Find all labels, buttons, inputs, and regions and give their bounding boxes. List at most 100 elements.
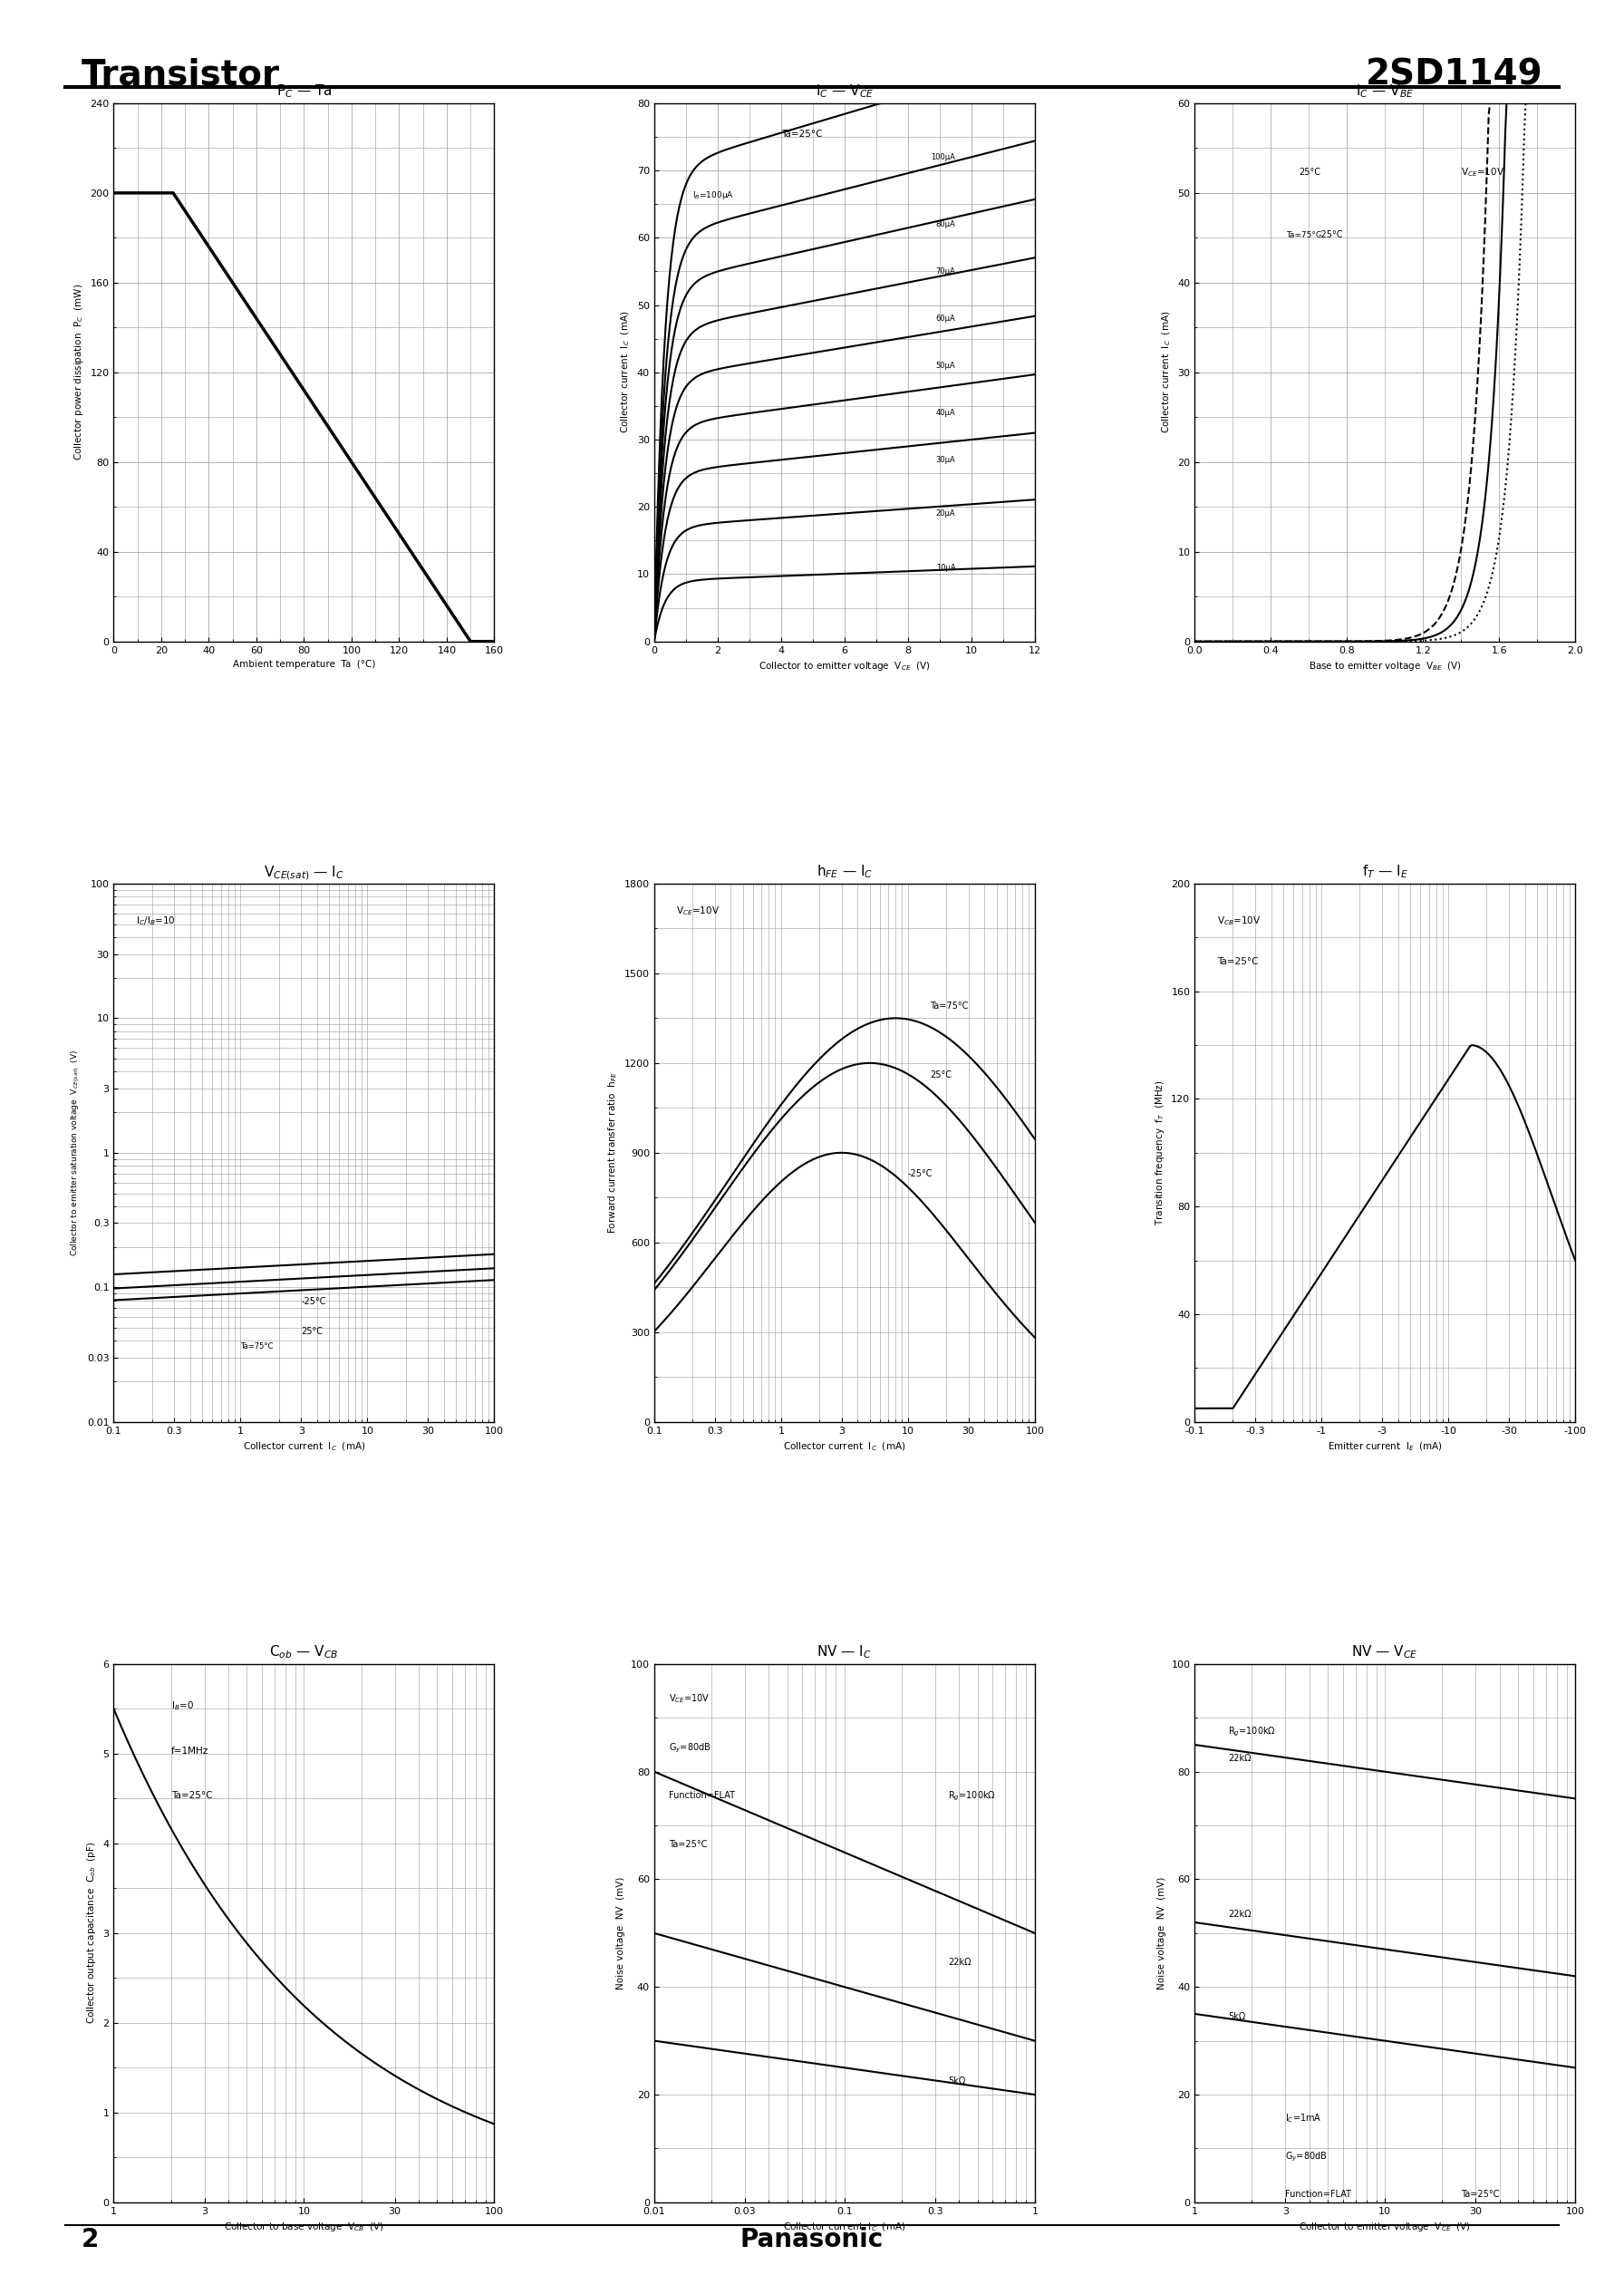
Text: -25°C: -25°C: [1319, 229, 1343, 239]
Y-axis label: Noise voltage  NV  (mV): Noise voltage NV (mV): [1158, 1876, 1166, 1989]
X-axis label: Emitter current  I$_E$  (mA): Emitter current I$_E$ (mA): [1327, 1441, 1442, 1452]
25°C: [1531, 89, 1551, 117]
25°C: [1418, 624, 1437, 651]
Text: Ta=25°C: Ta=25°C: [1216, 957, 1259, 966]
Ta=75°C: [1411, 619, 1431, 647]
-25°C: [1411, 626, 1431, 654]
X-axis label: Collector current  I$_C$  (mA): Collector current I$_C$ (mA): [783, 1441, 906, 1452]
-25°C: [1505, 337, 1525, 365]
X-axis label: Ambient temperature  Ta  (°C): Ambient temperature Ta (°C): [232, 661, 375, 670]
Text: 60μA: 60μA: [935, 314, 955, 323]
Y-axis label: Collector output capacitance  C$_{ob}$  (pF): Collector output capacitance C$_{ob}$ (p…: [84, 1842, 97, 2023]
Text: V$_{CE}$=10V: V$_{CE}$=10V: [677, 904, 719, 918]
Text: V$_{CE}$=10V: V$_{CE}$=10V: [669, 1693, 710, 1704]
Text: I$_C$=1mA: I$_C$=1mA: [1286, 2113, 1322, 2124]
Text: Panasonic: Panasonic: [741, 2227, 883, 2253]
Title: h$_{FE}$ — I$_C$: h$_{FE}$ — I$_C$: [817, 863, 872, 881]
Text: 5kΩ: 5kΩ: [1228, 2012, 1246, 2021]
Text: Ta=25°C: Ta=25°C: [669, 1840, 708, 1849]
-25°C: [1186, 629, 1205, 656]
Title: I$_C$ — V$_{BE}$: I$_C$ — V$_{BE}$: [1356, 83, 1415, 101]
Text: -25°C: -25°C: [300, 1296, 326, 1305]
Text: V$_{CB}$=10V: V$_{CB}$=10V: [1216, 915, 1260, 927]
Text: G$_y$=80dB: G$_y$=80dB: [1286, 2149, 1328, 2163]
Text: 22kΩ: 22kΩ: [948, 1959, 971, 1968]
Y-axis label: Collector current  I$_C$  (mA): Collector current I$_C$ (mA): [1160, 312, 1173, 434]
Title: P$_C$ — Ta: P$_C$ — Ta: [276, 83, 331, 101]
X-axis label: Collector to emitter voltage  V$_{CE}$  (V): Collector to emitter voltage V$_{CE}$ (V…: [758, 661, 931, 672]
Text: 10μA: 10μA: [935, 564, 955, 571]
Text: 22kΩ: 22kΩ: [1228, 1909, 1250, 1918]
Text: 20μA: 20μA: [935, 509, 955, 518]
Text: 50μA: 50μA: [935, 362, 955, 369]
25°C: [1186, 629, 1205, 656]
Y-axis label: Collector current  I$_C$  (mA): Collector current I$_C$ (mA): [620, 312, 632, 434]
Text: 5kΩ: 5kΩ: [948, 2076, 966, 2085]
Y-axis label: Collector to emitter saturation voltage  V$_{CE(sat)}$  (V): Collector to emitter saturation voltage …: [70, 1048, 81, 1257]
-25°C: [1531, 89, 1551, 117]
Text: Function=FLAT: Function=FLAT: [669, 1792, 736, 1801]
Line: Ta=75°C: Ta=75°C: [1195, 103, 1575, 642]
-25°C: [1566, 89, 1585, 117]
X-axis label: Collector to base voltage  V$_{CB}$  (V): Collector to base voltage V$_{CB}$ (V): [224, 2221, 385, 2234]
Line: 25°C: 25°C: [1195, 103, 1575, 642]
X-axis label: Collector current  I$_C$  (mA): Collector current I$_C$ (mA): [783, 2221, 906, 2232]
Ta=75°C: [1507, 89, 1527, 117]
Title: I$_C$ — V$_{CE}$: I$_C$ — V$_{CE}$: [815, 83, 874, 101]
Ta=75°C: [1186, 629, 1205, 656]
Text: Ta=25°C: Ta=25°C: [1460, 2188, 1499, 2198]
Title: NV — I$_C$: NV — I$_C$: [817, 1645, 872, 1661]
25°C: [1186, 629, 1205, 656]
Text: Ta=75°C: Ta=75°C: [931, 1002, 968, 1012]
Text: G$_y$=80dB: G$_y$=80dB: [669, 1741, 711, 1755]
Y-axis label: Collector power dissipation  P$_C$  (mW): Collector power dissipation P$_C$ (mW): [73, 284, 84, 461]
Ta=75°C: [1479, 89, 1499, 117]
Text: 30μA: 30μA: [935, 457, 955, 463]
-25°C: [1418, 626, 1437, 654]
Text: I$_B$=0: I$_B$=0: [171, 1700, 193, 1711]
Text: Function=FLAT: Function=FLAT: [1286, 2188, 1351, 2198]
Line: -25°C: -25°C: [1195, 103, 1575, 642]
Text: R$_g$=100kΩ: R$_g$=100kΩ: [1228, 1725, 1276, 1739]
Text: 22kΩ: 22kΩ: [1228, 1753, 1250, 1762]
X-axis label: Collector to emitter voltage  V$_{CE}$  (V): Collector to emitter voltage V$_{CE}$ (V…: [1299, 2221, 1471, 2234]
25°C: [1497, 89, 1517, 117]
Y-axis label: Transition frequency  f$_T$  (MHz): Transition frequency f$_T$ (MHz): [1153, 1080, 1166, 1225]
Title: NV — V$_{CE}$: NV — V$_{CE}$: [1351, 1645, 1418, 1661]
-25°C: [1186, 629, 1205, 656]
Text: R$_g$=100kΩ: R$_g$=100kΩ: [948, 1789, 996, 1803]
Text: 25°C: 25°C: [1299, 167, 1320, 177]
Text: I$_C$/I$_B$=10: I$_C$/I$_B$=10: [136, 915, 175, 927]
X-axis label: Base to emitter voltage  V$_{BE}$  (V): Base to emitter voltage V$_{BE}$ (V): [1309, 661, 1462, 672]
Text: Transistor: Transistor: [81, 57, 279, 92]
Text: 80μA: 80μA: [935, 220, 955, 229]
Y-axis label: Forward current transfer ratio  h$_{FE}$: Forward current transfer ratio h$_{FE}$: [607, 1071, 619, 1234]
Text: f=1MHz: f=1MHz: [171, 1746, 208, 1755]
Text: 2SD1149: 2SD1149: [1366, 57, 1543, 92]
Text: 25°C: 25°C: [931, 1071, 952, 1080]
X-axis label: Collector current  I$_C$  (mA): Collector current I$_C$ (mA): [242, 1441, 365, 1452]
Ta=75°C: [1531, 89, 1551, 117]
Text: 70μA: 70μA: [935, 268, 955, 275]
Text: V$_{CE}$=10V: V$_{CE}$=10V: [1462, 165, 1505, 179]
Text: Ta=75°C: Ta=75°C: [1286, 232, 1322, 239]
25°C: [1410, 626, 1429, 654]
Text: 2: 2: [81, 2227, 99, 2253]
Text: -25°C: -25°C: [908, 1170, 932, 1179]
-25°C: [1515, 89, 1535, 117]
Title: V$_{CE(sat)}$ — I$_C$: V$_{CE(sat)}$ — I$_C$: [263, 865, 344, 881]
Ta=75°C: [1410, 622, 1429, 649]
Text: Ta=75°C: Ta=75°C: [240, 1342, 273, 1351]
-25°C: [1410, 626, 1429, 654]
25°C: [1507, 89, 1527, 117]
Text: Ta=25°C: Ta=25°C: [171, 1792, 213, 1801]
Text: I$_B$=100μA: I$_B$=100μA: [692, 190, 734, 202]
Text: 100μA: 100μA: [931, 154, 955, 161]
Title: C$_{ob}$ — V$_{CB}$: C$_{ob}$ — V$_{CB}$: [270, 1645, 338, 1661]
25°C: [1566, 89, 1585, 117]
Title: f$_T$ — I$_E$: f$_T$ — I$_E$: [1363, 863, 1408, 881]
Ta=75°C: [1418, 617, 1437, 645]
Ta=75°C: [1186, 629, 1205, 656]
Text: 40μA: 40μA: [935, 408, 955, 418]
Text: Ta=25°C: Ta=25°C: [781, 131, 822, 138]
